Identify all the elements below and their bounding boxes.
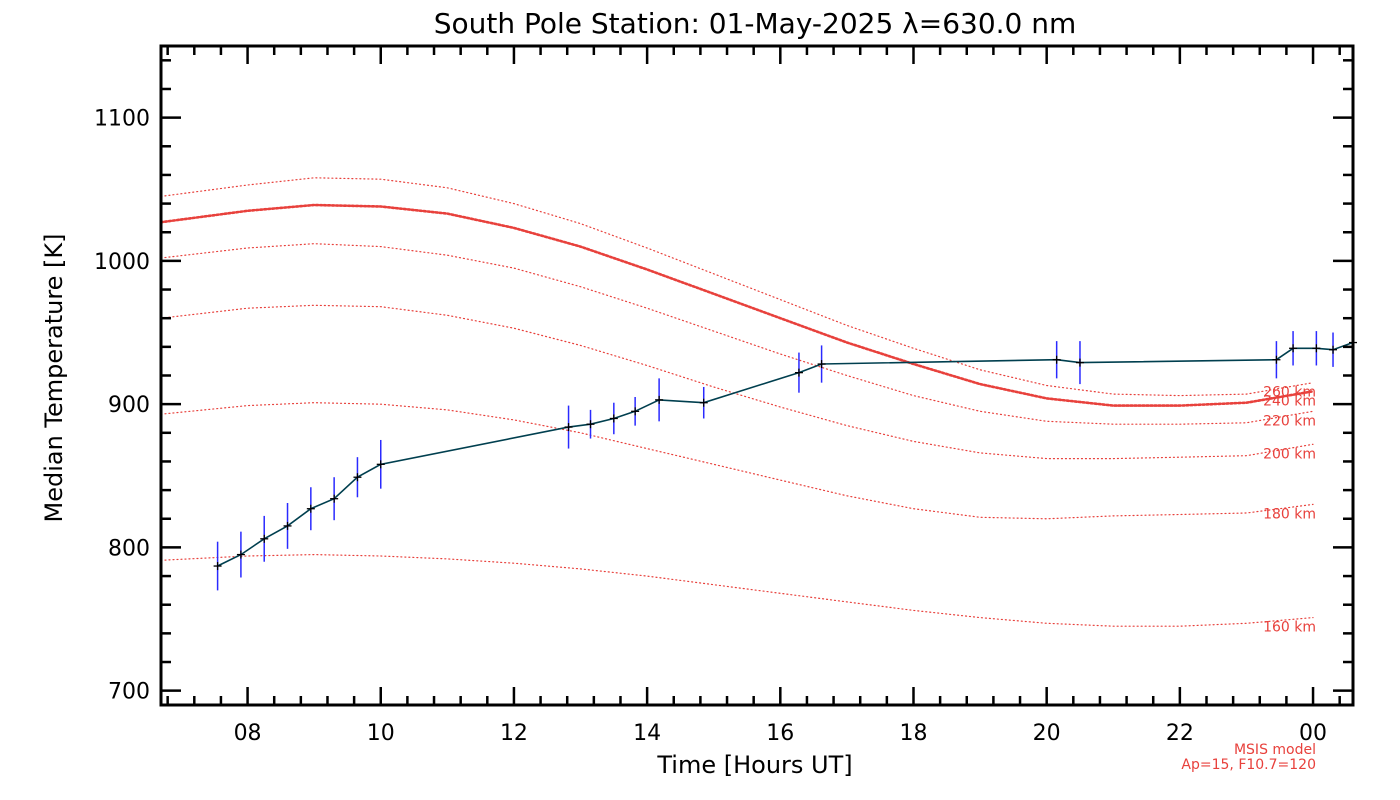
model-curve-160-km	[160, 553, 1314, 627]
model-label-240-km: 240 km	[1263, 393, 1316, 409]
measurement-series	[213, 325, 1357, 591]
model-label-180-km: 180 km	[1263, 506, 1316, 522]
y-axis-label: Median Temperature [K]	[40, 233, 68, 522]
x-tick-label: 10	[367, 721, 395, 746]
measurement-line	[217, 341, 1354, 567]
plot-frame	[159, 44, 1355, 707]
x-tick-label: 00	[1299, 721, 1327, 746]
x-axis-label: Time [Hours UT]	[656, 751, 852, 779]
model-label-220-km: 220 km	[1263, 413, 1316, 429]
x-tick-label: 16	[766, 721, 794, 746]
model-label-160-km: 160 km	[1263, 620, 1316, 636]
model-curve-200-km	[160, 304, 1314, 460]
axes: 08 10 12 14 16 18 20 22 00 700 800 900 1000 1100	[94, 44, 1355, 746]
x-tick-label: 22	[1166, 721, 1194, 746]
model-label-200-km: 200 km	[1263, 446, 1316, 462]
y-tick-label: 800	[108, 536, 150, 561]
model-note-line-2: Ap=15, F10.7=120	[1181, 757, 1316, 773]
y-tick-label: 900	[108, 393, 150, 418]
y-tick-label: 700	[108, 680, 150, 705]
y-tick-label: 1100	[94, 107, 150, 132]
model-curve-220-km	[160, 243, 1314, 425]
x-tick-label: 12	[500, 721, 528, 746]
chart-title: South Pole Station: 01-May-2025 λ=630.0 …	[434, 7, 1077, 40]
model-curve-180-km	[160, 402, 1314, 520]
x-tick-label: 20	[1033, 721, 1061, 746]
model-curve-240-km	[159, 203, 1315, 407]
model-curve-260-km	[160, 177, 1314, 397]
x-tick-label: 18	[899, 721, 927, 746]
model-note-line-1: MSIS model	[1234, 742, 1316, 758]
y-tick-label: 1000	[94, 250, 150, 275]
x-tick-label: 14	[633, 721, 661, 746]
model-label-260-km: 260 km	[1263, 385, 1316, 401]
x-tick-label: 08	[234, 721, 262, 746]
